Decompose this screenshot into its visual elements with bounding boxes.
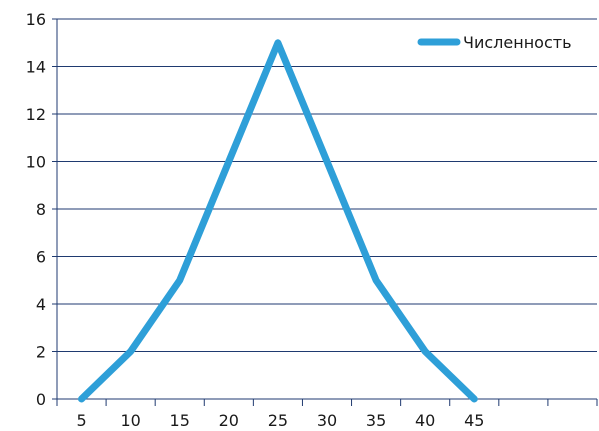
x-tick-label-35: 35 <box>366 411 386 427</box>
y-tick-label-6: 6 <box>36 248 46 267</box>
legend-label: Численность <box>463 33 572 52</box>
gridlines <box>57 19 597 352</box>
x-tick-label-45: 45 <box>464 411 484 427</box>
x-tick-label-5: 5 <box>76 411 86 427</box>
series-line-0 <box>82 43 475 399</box>
x-tick-label-25: 25 <box>268 411 288 427</box>
y-tick-label-4: 4 <box>36 295 46 314</box>
x-tick-label-15: 15 <box>170 411 190 427</box>
tick-labels: 0 2 4 6 8 10 12 14 16 5 10 15 20 25 30 35 40 45 <box>26 10 485 427</box>
y-tick-label-10: 10 <box>26 153 46 172</box>
y-tick-label-8: 8 <box>36 200 46 219</box>
y-tick-label-0: 0 <box>36 390 46 409</box>
y-tick-label-12: 12 <box>26 105 46 124</box>
x-tick-label-10: 10 <box>120 411 140 427</box>
y-tick-label-2: 2 <box>36 343 46 362</box>
x-tick-label-40: 40 <box>415 411 435 427</box>
x-tick-label-30: 30 <box>317 411 337 427</box>
x-tick-label-20: 20 <box>219 411 239 427</box>
y-tick-label-14: 14 <box>26 58 46 77</box>
y-tick-label-16: 16 <box>26 10 46 29</box>
series <box>81 43 474 399</box>
legend: Численность <box>421 33 572 52</box>
